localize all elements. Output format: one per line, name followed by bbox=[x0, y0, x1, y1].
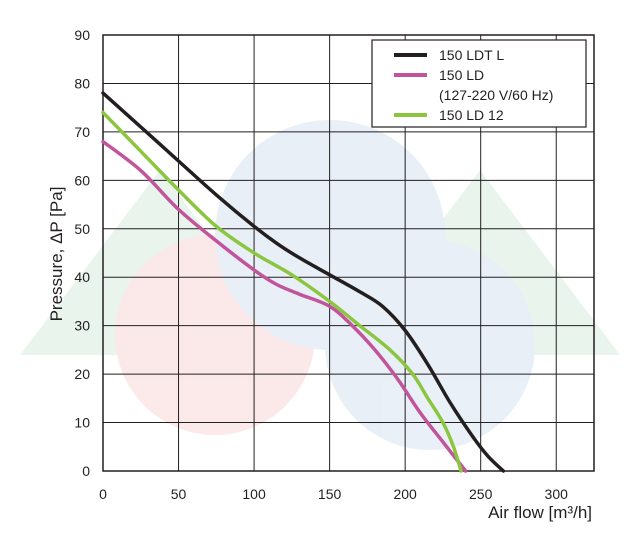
legend-label-150-ld-12: 150 LD 12 bbox=[439, 107, 504, 123]
y-tick-label-40: 40 bbox=[74, 269, 90, 285]
y-tick-label-80: 80 bbox=[74, 75, 90, 91]
y-tick-label-70: 70 bbox=[74, 124, 90, 140]
y-tick-label-50: 50 bbox=[74, 221, 90, 237]
x-tick-label-150: 150 bbox=[318, 486, 342, 502]
x-tick-label-0: 0 bbox=[99, 486, 107, 502]
legend-label-150-ld-line-2: (127-220 V/60 Hz) bbox=[439, 87, 553, 103]
x-tick-label-100: 100 bbox=[242, 486, 266, 502]
plot-frame bbox=[102, 34, 595, 472]
y-tick-label-0: 0 bbox=[82, 463, 90, 479]
y-tick-label-30: 30 bbox=[74, 318, 90, 334]
y-tick-label-10: 10 bbox=[74, 415, 90, 431]
series-line-150-ld-12 bbox=[101, 110, 463, 473]
series-line-150-ld bbox=[101, 139, 468, 473]
y-tick-label-90: 90 bbox=[74, 27, 90, 43]
legend-label-150-ld: 150 LD bbox=[439, 67, 484, 83]
y-tick-label-20: 20 bbox=[74, 366, 90, 382]
legend-label-150-ldt-l: 150 LDT L bbox=[439, 47, 504, 63]
x-tick-label-50: 50 bbox=[171, 486, 187, 502]
x-tick-label-300: 300 bbox=[545, 486, 569, 502]
x-axis-title: Air flow [m³/h] bbox=[488, 503, 592, 522]
y-tick-label-60: 60 bbox=[74, 172, 90, 188]
series-line-150-ldt-l bbox=[101, 91, 506, 473]
watermark-logo bbox=[20, 120, 620, 450]
x-tick-label-250: 250 bbox=[469, 486, 493, 502]
legend: 150 LDT L 150 LD (127-220 V/60 Hz) 150 LD 1… bbox=[371, 39, 587, 128]
x-tick-label-200: 200 bbox=[393, 486, 417, 502]
y-axis-title: Pressure, ΔP [Pa] bbox=[47, 187, 66, 322]
